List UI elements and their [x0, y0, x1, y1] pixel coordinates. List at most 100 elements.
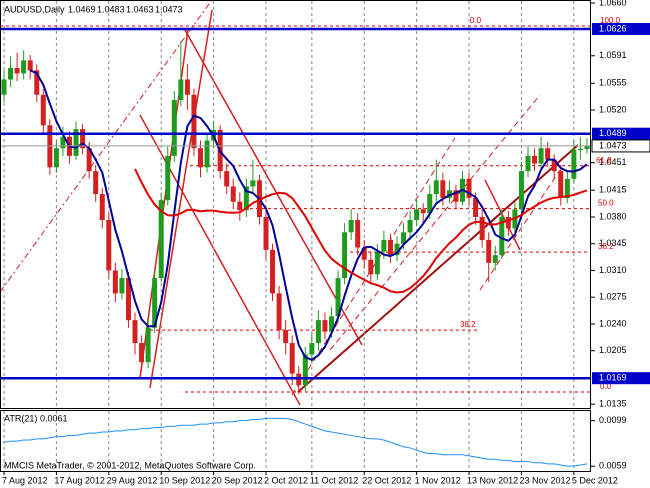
y-tick-label: 1.0520	[599, 104, 627, 114]
candle-body	[551, 159, 557, 172]
candle-body	[427, 194, 433, 214]
candle-body	[53, 148, 59, 168]
candle-body	[158, 200, 164, 279]
candle-body	[27, 60, 33, 71]
last-close: 1.0473	[155, 4, 183, 14]
trendline	[479, 169, 561, 291]
candle-body	[479, 216, 485, 240]
level-label: 1.0169	[599, 373, 627, 383]
candle-body	[289, 343, 295, 374]
candle-body	[243, 186, 249, 211]
candle-body	[60, 136, 66, 149]
x-tick-label: 13 Nov 2012	[467, 475, 518, 485]
y-tick-label: 1.0275	[599, 292, 627, 302]
candle-body	[8, 68, 14, 80]
x-tick-label: 2 Oct 2012	[264, 475, 308, 485]
fibo-label: 38.2	[460, 320, 476, 329]
candle-body	[224, 171, 230, 187]
candle-body	[152, 278, 158, 328]
candle-body	[34, 70, 40, 95]
candle-body	[93, 171, 99, 195]
x-tick-label: 29 Aug 2012	[107, 475, 158, 485]
y-tick-label: 0.0099	[599, 415, 627, 425]
level-label: 1.0489	[599, 128, 627, 138]
level-label-box	[592, 127, 650, 140]
y-tick-label: 1.0240	[599, 318, 627, 328]
atr-value: 0.0061	[40, 413, 68, 423]
candle-body	[571, 149, 577, 179]
level-label-box	[592, 372, 650, 385]
last-open: 1.0469	[68, 4, 96, 14]
y-tick-label: 1.0660	[599, 0, 627, 7]
candle-body	[132, 320, 138, 344]
candle-body	[499, 216, 505, 256]
candle-body	[125, 278, 131, 321]
candle-body	[139, 343, 145, 363]
trendline	[297, 144, 579, 393]
candle-body	[309, 343, 315, 355]
candle-body	[492, 255, 498, 263]
y-tick-label: 1.0310	[599, 265, 627, 275]
candle-body	[191, 94, 197, 149]
candle-body	[80, 129, 86, 149]
fibo-label: 100.0	[600, 16, 621, 25]
atr-panel-border	[0, 410, 591, 472]
candle-body	[584, 145, 590, 149]
candle-body	[145, 327, 151, 363]
candle-body	[198, 148, 203, 168]
candle-body	[342, 232, 348, 279]
candle-body	[171, 100, 177, 156]
candle-body	[558, 171, 564, 198]
y-tick-label: 1.0555	[599, 78, 627, 88]
atr-name: ATR(21)	[4, 413, 37, 423]
x-tick-label: 22 Oct 2012	[362, 475, 411, 485]
x-tick-label: 5 Dec 2012	[572, 475, 618, 485]
candle-body	[315, 320, 321, 344]
candle-body	[466, 178, 472, 198]
candle-body	[374, 251, 380, 275]
candle-body	[21, 60, 27, 74]
fibo-label: 50.0	[598, 199, 614, 208]
candle-body	[1, 79, 7, 95]
candle-body	[361, 247, 367, 260]
candle-body	[518, 171, 524, 210]
candle-body	[106, 220, 112, 271]
candle-body	[250, 180, 256, 187]
x-tick-label: 10 Sep 2012	[159, 475, 210, 485]
candle-body	[14, 68, 20, 74]
current-price-label: 1.0473	[599, 140, 627, 150]
candle-body	[165, 155, 171, 201]
candle-body	[381, 239, 387, 252]
candle-body	[355, 220, 361, 248]
candle-body	[486, 239, 492, 263]
candle-body	[322, 320, 328, 332]
y-tick-label: 1.0415	[599, 185, 627, 195]
candle-body	[577, 148, 583, 150]
y-tick-label: 1.0380	[599, 211, 627, 221]
candle-body	[532, 155, 538, 164]
y-tick-label: 0.0059	[599, 460, 627, 470]
candle-body	[276, 293, 282, 331]
candle-body	[270, 249, 276, 294]
fibo-label: 0.0	[600, 382, 612, 391]
y-tick-label: 1.0345	[599, 238, 627, 248]
current-price-box	[591, 139, 650, 153]
candle-body	[538, 148, 544, 164]
candle-body	[394, 243, 400, 256]
last-low: 1.0463	[126, 4, 154, 14]
moving-average	[29, 69, 588, 361]
candle-body	[263, 216, 269, 250]
trendline	[149, 9, 213, 389]
candle-body	[407, 220, 413, 233]
candle-body	[420, 209, 426, 214]
candle-body	[335, 278, 341, 317]
candle-body	[525, 155, 531, 172]
fibo-label: 38.2	[598, 242, 614, 251]
last-high: 1.0483	[97, 4, 125, 14]
candle-body	[204, 140, 210, 168]
candle-body	[473, 197, 479, 217]
candle-body	[368, 259, 374, 275]
fibo-label: 61.8	[596, 156, 612, 165]
